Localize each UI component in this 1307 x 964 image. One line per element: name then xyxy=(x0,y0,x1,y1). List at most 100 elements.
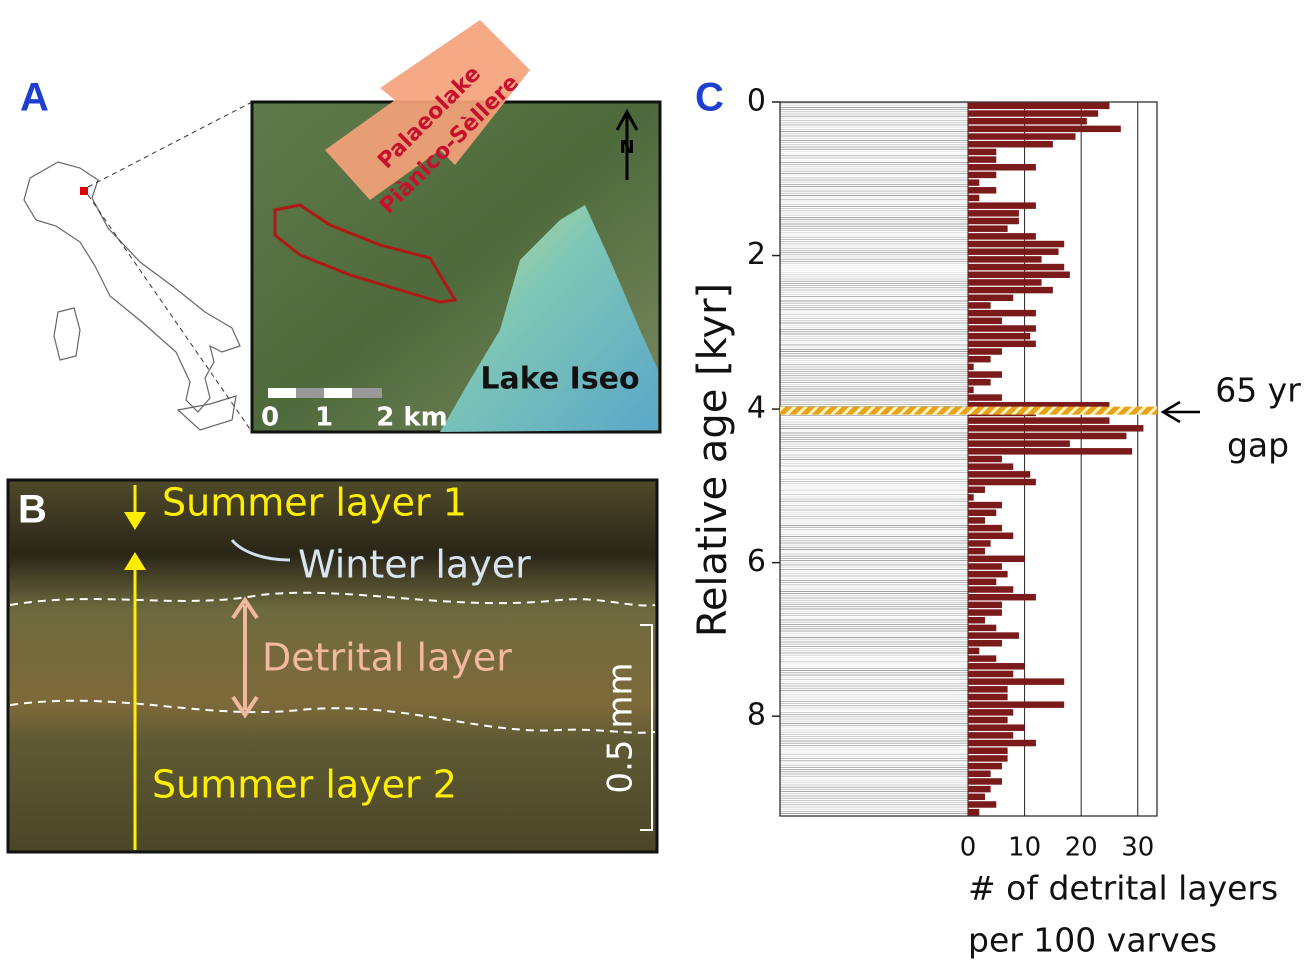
bar xyxy=(968,755,1008,762)
bar xyxy=(968,325,1036,332)
scale-label: 0.5 mm xyxy=(601,662,641,793)
bar xyxy=(968,156,997,163)
layer-label: Detrital layer xyxy=(262,636,512,680)
bar xyxy=(968,202,1036,209)
bar xyxy=(968,471,1031,478)
bar xyxy=(968,394,1002,401)
bar xyxy=(968,440,1070,447)
bar xyxy=(968,263,1065,271)
gap-arrow-head xyxy=(1160,400,1181,424)
bar xyxy=(968,187,997,194)
scale-label: 1 xyxy=(315,403,333,433)
bar xyxy=(968,332,1031,340)
bar xyxy=(968,778,1002,785)
scale-bar xyxy=(324,388,352,398)
bar xyxy=(968,785,991,793)
x-tick-label: 20 xyxy=(1065,833,1098,863)
bar xyxy=(968,532,1014,540)
zoom-line xyxy=(87,194,253,433)
bar xyxy=(968,640,1002,647)
bar xyxy=(968,724,1025,731)
bar xyxy=(968,302,991,309)
bar xyxy=(968,494,974,501)
italy-outline xyxy=(23,161,241,413)
bar xyxy=(968,586,1014,593)
bar xyxy=(968,732,1014,739)
y-tick-label: 0 xyxy=(747,84,766,119)
gap-band xyxy=(780,406,1157,415)
bar xyxy=(968,140,1053,148)
arrow-head xyxy=(124,552,146,570)
scale-bar xyxy=(352,388,382,398)
bar xyxy=(968,133,1076,140)
bar xyxy=(968,509,997,516)
double-arrow-head xyxy=(231,596,259,719)
bar xyxy=(968,593,1036,601)
bar xyxy=(968,555,1025,563)
bar xyxy=(968,164,1036,171)
y-tick-label: 4 xyxy=(747,391,766,426)
bar xyxy=(968,670,1014,678)
bar xyxy=(968,570,1008,578)
bar xyxy=(968,808,980,816)
scale-label: 0 xyxy=(261,403,279,433)
bar xyxy=(968,762,1002,770)
bar xyxy=(968,210,1019,217)
y-tick-label: 8 xyxy=(747,698,766,733)
bar xyxy=(968,486,985,493)
north-label: N xyxy=(619,137,634,158)
bar xyxy=(968,540,991,547)
gap-label: gap xyxy=(1227,426,1289,465)
bar xyxy=(968,517,985,524)
bar xyxy=(968,340,1036,348)
layer-label: Winter layer xyxy=(298,543,531,587)
bar xyxy=(968,402,1110,409)
sardinia-outline xyxy=(53,307,81,361)
x-tick-label: 30 xyxy=(1121,833,1154,863)
bar xyxy=(968,355,991,363)
bar xyxy=(968,110,1099,117)
bar xyxy=(968,386,974,394)
bar xyxy=(968,233,1036,240)
bar xyxy=(968,793,985,801)
bar xyxy=(968,747,1008,754)
panel-letter: A xyxy=(20,76,49,120)
bar xyxy=(968,125,1121,133)
bar xyxy=(968,363,974,371)
scale-bracket xyxy=(640,624,653,831)
layer-label: Summer layer 1 xyxy=(162,481,467,525)
bar xyxy=(968,194,980,202)
bar xyxy=(968,616,985,624)
scale-label: 2 km xyxy=(376,403,448,433)
bar xyxy=(968,478,1036,486)
bar xyxy=(968,148,997,156)
bar xyxy=(968,348,1002,355)
bar xyxy=(968,256,1042,263)
scale-bar xyxy=(268,388,296,398)
bar xyxy=(968,647,980,655)
bar xyxy=(968,501,1002,509)
bar xyxy=(968,578,997,586)
bar xyxy=(968,770,991,778)
bar xyxy=(968,563,1002,570)
bar xyxy=(968,102,1110,110)
boundary xyxy=(9,591,656,607)
bar xyxy=(968,294,1014,302)
y-tick-label: 2 xyxy=(747,237,766,272)
lake-label: Lake Iseo xyxy=(480,362,639,397)
bar xyxy=(968,655,997,662)
bar xyxy=(968,716,1008,724)
bar xyxy=(968,709,1014,716)
gap-label: 65 yr xyxy=(1215,371,1301,410)
boundary xyxy=(9,699,656,734)
thin-section-photo xyxy=(6,478,659,854)
bar xyxy=(968,663,1025,670)
bar xyxy=(968,317,1002,325)
bar xyxy=(968,179,980,186)
bar xyxy=(968,286,1053,294)
bar xyxy=(968,601,1002,609)
lake-iseo xyxy=(440,205,658,432)
north-arrow-head xyxy=(615,108,639,131)
arrow-head xyxy=(124,512,146,530)
